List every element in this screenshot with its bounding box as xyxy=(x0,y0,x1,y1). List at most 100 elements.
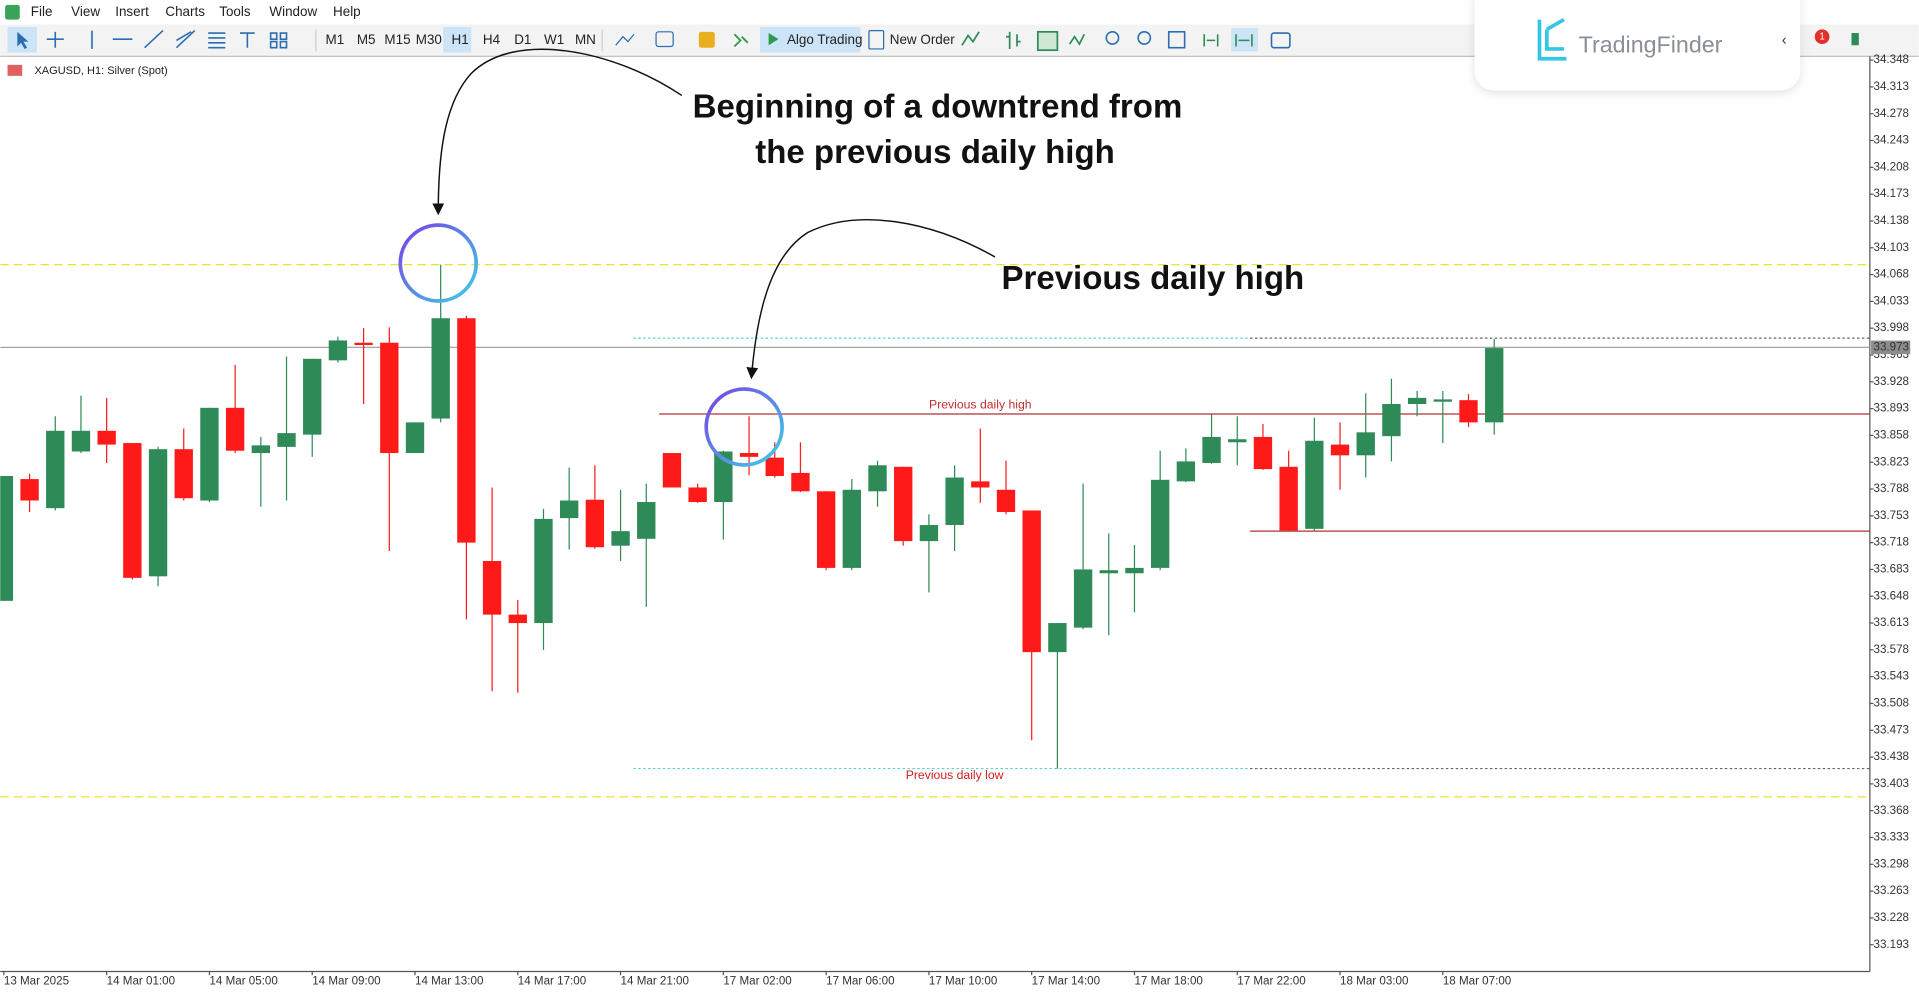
highlight-circle xyxy=(704,387,784,467)
y-tick-label: 33.893 xyxy=(1874,402,1910,415)
menu-item[interactable]: Charts xyxy=(165,4,205,19)
candle-body xyxy=(1485,348,1504,423)
y-tick-label: 33.263 xyxy=(1874,884,1910,897)
autoscroll-icon[interactable] xyxy=(1203,34,1219,47)
channel-icon[interactable] xyxy=(175,30,196,49)
y-tick-label: 33.578 xyxy=(1874,643,1910,656)
candle-body xyxy=(46,430,65,509)
y-tick-label: 34.138 xyxy=(1874,214,1910,227)
fibo-icon[interactable] xyxy=(208,32,226,49)
axes: 34.348 34.313 34.278 34.243 34.208 34.173 34.1… xyxy=(3,53,1911,987)
timeframe-button[interactable]: M5 xyxy=(357,32,376,47)
signals-icon[interactable] xyxy=(733,33,749,48)
timeframes: M1 M5 M15 M30 H1 H4 D1 W1 MN xyxy=(326,32,596,47)
new-order-icon[interactable] xyxy=(868,29,885,50)
y-tick-label: 33.508 xyxy=(1874,697,1910,710)
candle-body xyxy=(1433,399,1452,402)
timeframe-button[interactable]: M1 xyxy=(326,32,345,47)
timeframe-button[interactable]: W1 xyxy=(544,32,564,47)
zoom-in-icon[interactable] xyxy=(1105,31,1120,45)
menu-item[interactable]: View xyxy=(71,4,100,19)
y-tick-label: 33.998 xyxy=(1874,321,1910,334)
text-icon[interactable] xyxy=(240,32,255,48)
x-tick-label: 17 Mar 10:00 xyxy=(929,974,997,987)
candle-body xyxy=(1202,436,1221,463)
active-timeframe xyxy=(443,26,472,53)
screenshot-icon[interactable] xyxy=(1270,32,1291,49)
depth-icon[interactable] xyxy=(961,31,980,46)
candles-icon[interactable] xyxy=(1036,30,1059,52)
chart-tools xyxy=(961,30,1086,52)
back-icon[interactable]: ‹ xyxy=(1782,32,1787,48)
timeframe-button[interactable]: M30 xyxy=(416,32,442,47)
menu-item[interactable]: Help xyxy=(333,4,361,19)
x-tick-label: 14 Mar 13:00 xyxy=(415,974,483,987)
candle-body xyxy=(457,318,476,543)
candle-body xyxy=(842,489,862,568)
candle-body xyxy=(559,500,579,519)
candle-body xyxy=(739,453,759,457)
x-tick-label: 14 Mar 01:00 xyxy=(107,974,175,987)
timeframe-button[interactable]: M15 xyxy=(384,32,410,47)
zoom-out-icon[interactable] xyxy=(1137,31,1152,45)
candle-body xyxy=(174,449,193,499)
chart-icon xyxy=(7,64,23,76)
y-tick-label: 34.208 xyxy=(1874,160,1910,173)
candle-body xyxy=(868,465,887,492)
candle-body xyxy=(380,342,399,454)
timeframe-button[interactable]: D1 xyxy=(514,32,531,47)
menu-item[interactable]: Tools xyxy=(219,4,251,19)
candle-body xyxy=(225,407,245,451)
candle-body xyxy=(611,531,630,546)
trendline-icon[interactable] xyxy=(144,30,164,49)
notification-badge[interactable] xyxy=(1814,29,1830,45)
line-icon[interactable] xyxy=(1068,33,1086,46)
candle-body xyxy=(637,502,656,539)
x-tick-label: 14 Mar 17:00 xyxy=(518,974,586,987)
timeframe-button[interactable]: H4 xyxy=(483,32,501,47)
menu-item[interactable]: File xyxy=(31,4,53,19)
cursor-icon xyxy=(17,31,29,49)
menu-item[interactable]: Insert xyxy=(115,4,149,19)
candle-body xyxy=(1382,404,1401,437)
candle-body xyxy=(354,342,373,346)
y-tick-label: 33.333 xyxy=(1874,831,1910,844)
templates-icon[interactable] xyxy=(655,31,674,48)
logo-icon xyxy=(1537,17,1567,61)
y-tick-label: 33.823 xyxy=(1874,455,1910,468)
annotation-text: Previous daily high xyxy=(1001,259,1304,296)
candle-body xyxy=(148,449,168,577)
timeframe-button[interactable]: H1 xyxy=(452,32,469,47)
crosshair-icon[interactable] xyxy=(46,31,64,48)
logo-text: TradingFinder xyxy=(1579,32,1723,58)
candle-body xyxy=(123,443,142,578)
y-tick-label: 34.103 xyxy=(1874,241,1910,254)
shapes-icon[interactable] xyxy=(269,32,288,49)
play-icon xyxy=(768,33,779,46)
y-tick-label: 34.033 xyxy=(1874,294,1910,307)
shift-icon xyxy=(1235,34,1253,47)
y-tick-label: 33.193 xyxy=(1874,938,1910,951)
y-tick-label: 33.648 xyxy=(1874,589,1910,602)
grid-icon[interactable] xyxy=(1167,31,1186,49)
y-tick-label: 33.788 xyxy=(1874,482,1910,495)
timeframe-button[interactable]: MN xyxy=(575,32,596,47)
y-tick-label: 34.068 xyxy=(1874,268,1910,281)
candle-body xyxy=(1330,444,1350,456)
x-tick-label: 17 Mar 06:00 xyxy=(826,974,894,987)
annotation-arrow xyxy=(432,48,683,216)
candle-body xyxy=(328,340,348,361)
y-tick-label: 34.278 xyxy=(1874,107,1910,120)
new-order-label[interactable]: New Order xyxy=(890,32,955,47)
market-icon[interactable] xyxy=(698,31,715,48)
y-tick-label: 33.753 xyxy=(1874,509,1910,522)
indicators-icon[interactable] xyxy=(615,33,635,46)
menu-item[interactable]: Window xyxy=(269,4,317,19)
candle-body xyxy=(1407,397,1427,405)
y-tick-label: 34.173 xyxy=(1874,187,1910,200)
bars-icon[interactable] xyxy=(1005,31,1021,49)
candle-body xyxy=(303,358,322,435)
signal-icon[interactable] xyxy=(1851,33,1859,46)
